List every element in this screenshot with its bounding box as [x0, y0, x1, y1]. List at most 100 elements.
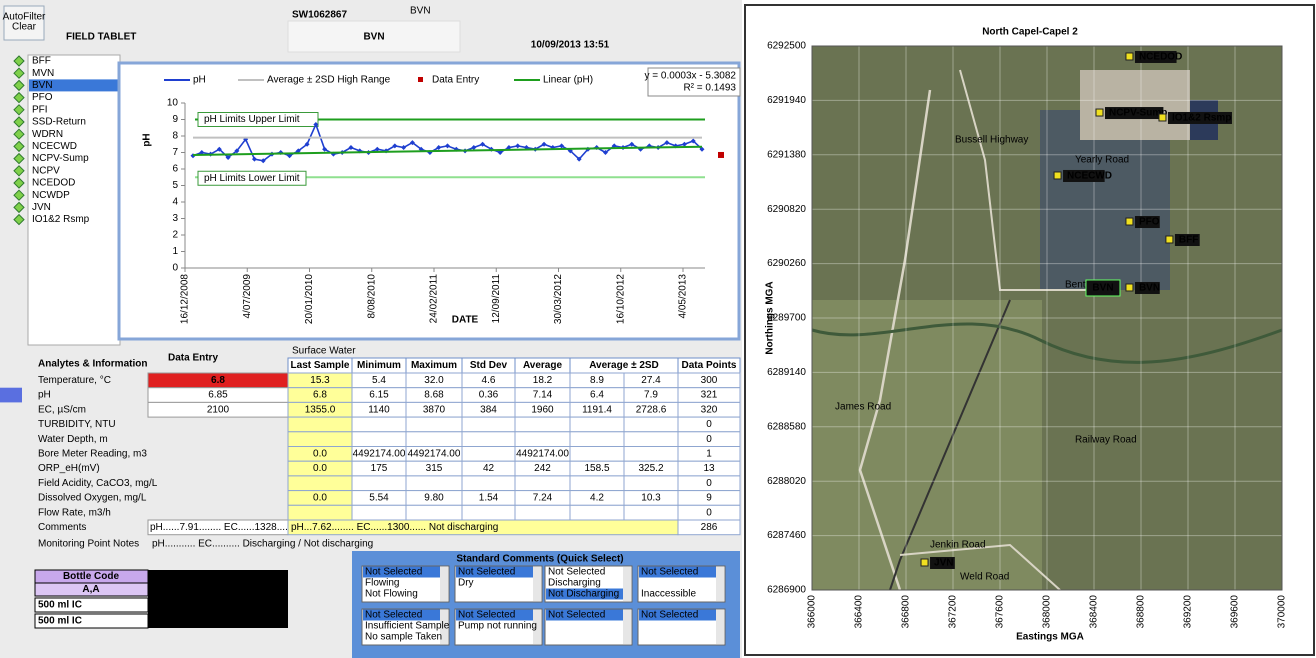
y-tick-label: 6289140	[767, 367, 806, 378]
ph-point	[260, 158, 266, 164]
entry-value: 6.85	[208, 390, 228, 401]
limit-label-box	[197, 170, 307, 186]
limit-label: pH Limits Lower Limit	[204, 173, 300, 184]
ph-point	[348, 145, 354, 151]
ph-point	[225, 154, 231, 160]
list-item[interactable]: Flowing	[365, 578, 399, 589]
equation: y = 0.0003x - 5.3082	[645, 71, 737, 82]
cell-value: 15.3	[310, 375, 330, 386]
site-marker	[1095, 108, 1104, 117]
x-tick-label: 20/01/2010	[304, 274, 315, 324]
table-cell	[287, 431, 353, 447]
x-tick-label: 16/12/2008	[180, 274, 191, 324]
site-item[interactable]: NCECWD	[32, 141, 77, 152]
site-item[interactable]: BFF	[32, 56, 51, 67]
site-tag-label: JVN	[934, 558, 953, 569]
cell-value: 0.0	[313, 493, 327, 504]
list-item[interactable]: Pump not running	[458, 621, 537, 632]
y-tick-label: 3	[172, 213, 178, 224]
y-tick-label: 7	[172, 147, 178, 158]
entry-value: 6.8	[211, 375, 225, 386]
list-item[interactable]: Inaccessible	[641, 589, 696, 600]
site-item[interactable]: NCEDOD	[32, 178, 75, 189]
y-tick-label: 6292500	[767, 41, 806, 52]
row-label: Comments	[38, 522, 86, 533]
y-tick-label: 6287460	[767, 530, 806, 541]
list-item[interactable]: Not Selected	[641, 567, 698, 578]
list-scrollbar	[623, 610, 631, 644]
site-item[interactable]: WDRN	[32, 129, 63, 140]
site-item[interactable]: SSD-Return	[32, 117, 86, 128]
y-tick-label: 8	[172, 131, 178, 142]
list-item[interactable]: Not Selected	[458, 610, 515, 621]
legend-swatch	[418, 77, 423, 82]
site-item[interactable]: NCPV	[32, 165, 60, 176]
list-selected	[363, 609, 440, 621]
chart-frame	[117, 61, 741, 341]
site-item[interactable]: JVN	[32, 202, 51, 213]
ph-point	[629, 141, 635, 147]
ph-point	[409, 140, 415, 146]
site-item[interactable]: PFO	[32, 92, 53, 103]
cell-value: 8.9	[590, 375, 604, 386]
list-item[interactable]: Not Selected	[548, 610, 605, 621]
equation-box	[647, 67, 741, 97]
list-item[interactable]: Not Selected	[641, 610, 698, 621]
ph-point	[480, 141, 486, 147]
cell-value: 300	[701, 375, 718, 386]
list-item[interactable]: No sample Taken	[365, 632, 442, 643]
site-marker	[920, 558, 929, 567]
cell-value: 8.68	[424, 390, 444, 401]
list-selected	[546, 588, 623, 600]
cell-value: 242	[534, 463, 551, 474]
site-tag-label: NCECWD	[1067, 171, 1112, 182]
cell-value: 315	[426, 463, 443, 474]
road-label: Bussell Highway	[955, 135, 1028, 146]
cell-value: 1191.4	[582, 404, 612, 415]
cell-value: 1140	[368, 404, 390, 415]
site-item[interactable]: IO1&2 Rsmp	[32, 214, 90, 225]
table-cell	[623, 416, 679, 433]
legend-label: Average ± 2SD High Range	[267, 75, 391, 86]
site-item[interactable]: MVN	[32, 68, 54, 79]
site-item[interactable]: PFI	[32, 104, 48, 115]
highlight-label: BVN	[1092, 283, 1113, 294]
y-axis-label: Northings MGA	[765, 281, 776, 354]
x-tick-label: 8/08/2010	[366, 274, 377, 319]
list-item[interactable]: Not Selected	[365, 567, 422, 578]
site-tag-label: NCPV-Sump	[1109, 108, 1167, 119]
list-item[interactable]: Insufficient Sample	[365, 621, 450, 632]
cell-value: 3870	[423, 404, 446, 415]
legend-label: Data Entry	[432, 75, 479, 86]
site-diamond	[13, 79, 25, 92]
x-axis-label: Eastings MGA	[1016, 632, 1084, 643]
site-item[interactable]: NCPV-Sump	[32, 153, 89, 164]
site-diamond	[13, 140, 25, 153]
list-item[interactable]: Discharging	[548, 578, 601, 589]
row-label: Field Acidity, CaCO3, mg/L	[38, 478, 158, 489]
list-item[interactable]: Not Flowing	[365, 589, 418, 600]
list-selected	[546, 609, 623, 621]
bottle-code-text: A,A	[82, 584, 99, 595]
row-label: ORP_eH(mV)	[38, 463, 100, 474]
list-item[interactable]: Not Selected	[365, 610, 422, 621]
ph-point	[681, 141, 687, 147]
site-item[interactable]: BVN	[32, 80, 53, 91]
cell-value: 7.24	[533, 493, 553, 504]
list-item[interactable]: Not Discharging	[548, 589, 619, 600]
cell-value: 0	[706, 434, 712, 445]
site-item[interactable]: NCWDP	[32, 190, 70, 201]
cell-value: 5.54	[369, 493, 389, 504]
y-tick-label: 1	[172, 246, 178, 257]
list-selected	[363, 566, 440, 578]
cell-value: 286	[701, 522, 718, 533]
x-tick-label: 4/05/2013	[678, 274, 689, 319]
table-cell	[287, 475, 353, 492]
list-item[interactable]: Not Selected	[548, 567, 605, 578]
ph-point	[216, 146, 222, 152]
list-item[interactable]: Dry	[458, 578, 474, 589]
filter-button[interactable]	[3, 5, 45, 41]
site-tag	[1104, 107, 1164, 120]
list-item[interactable]: Not Selected	[458, 567, 515, 578]
list-scrollbar	[533, 567, 541, 601]
